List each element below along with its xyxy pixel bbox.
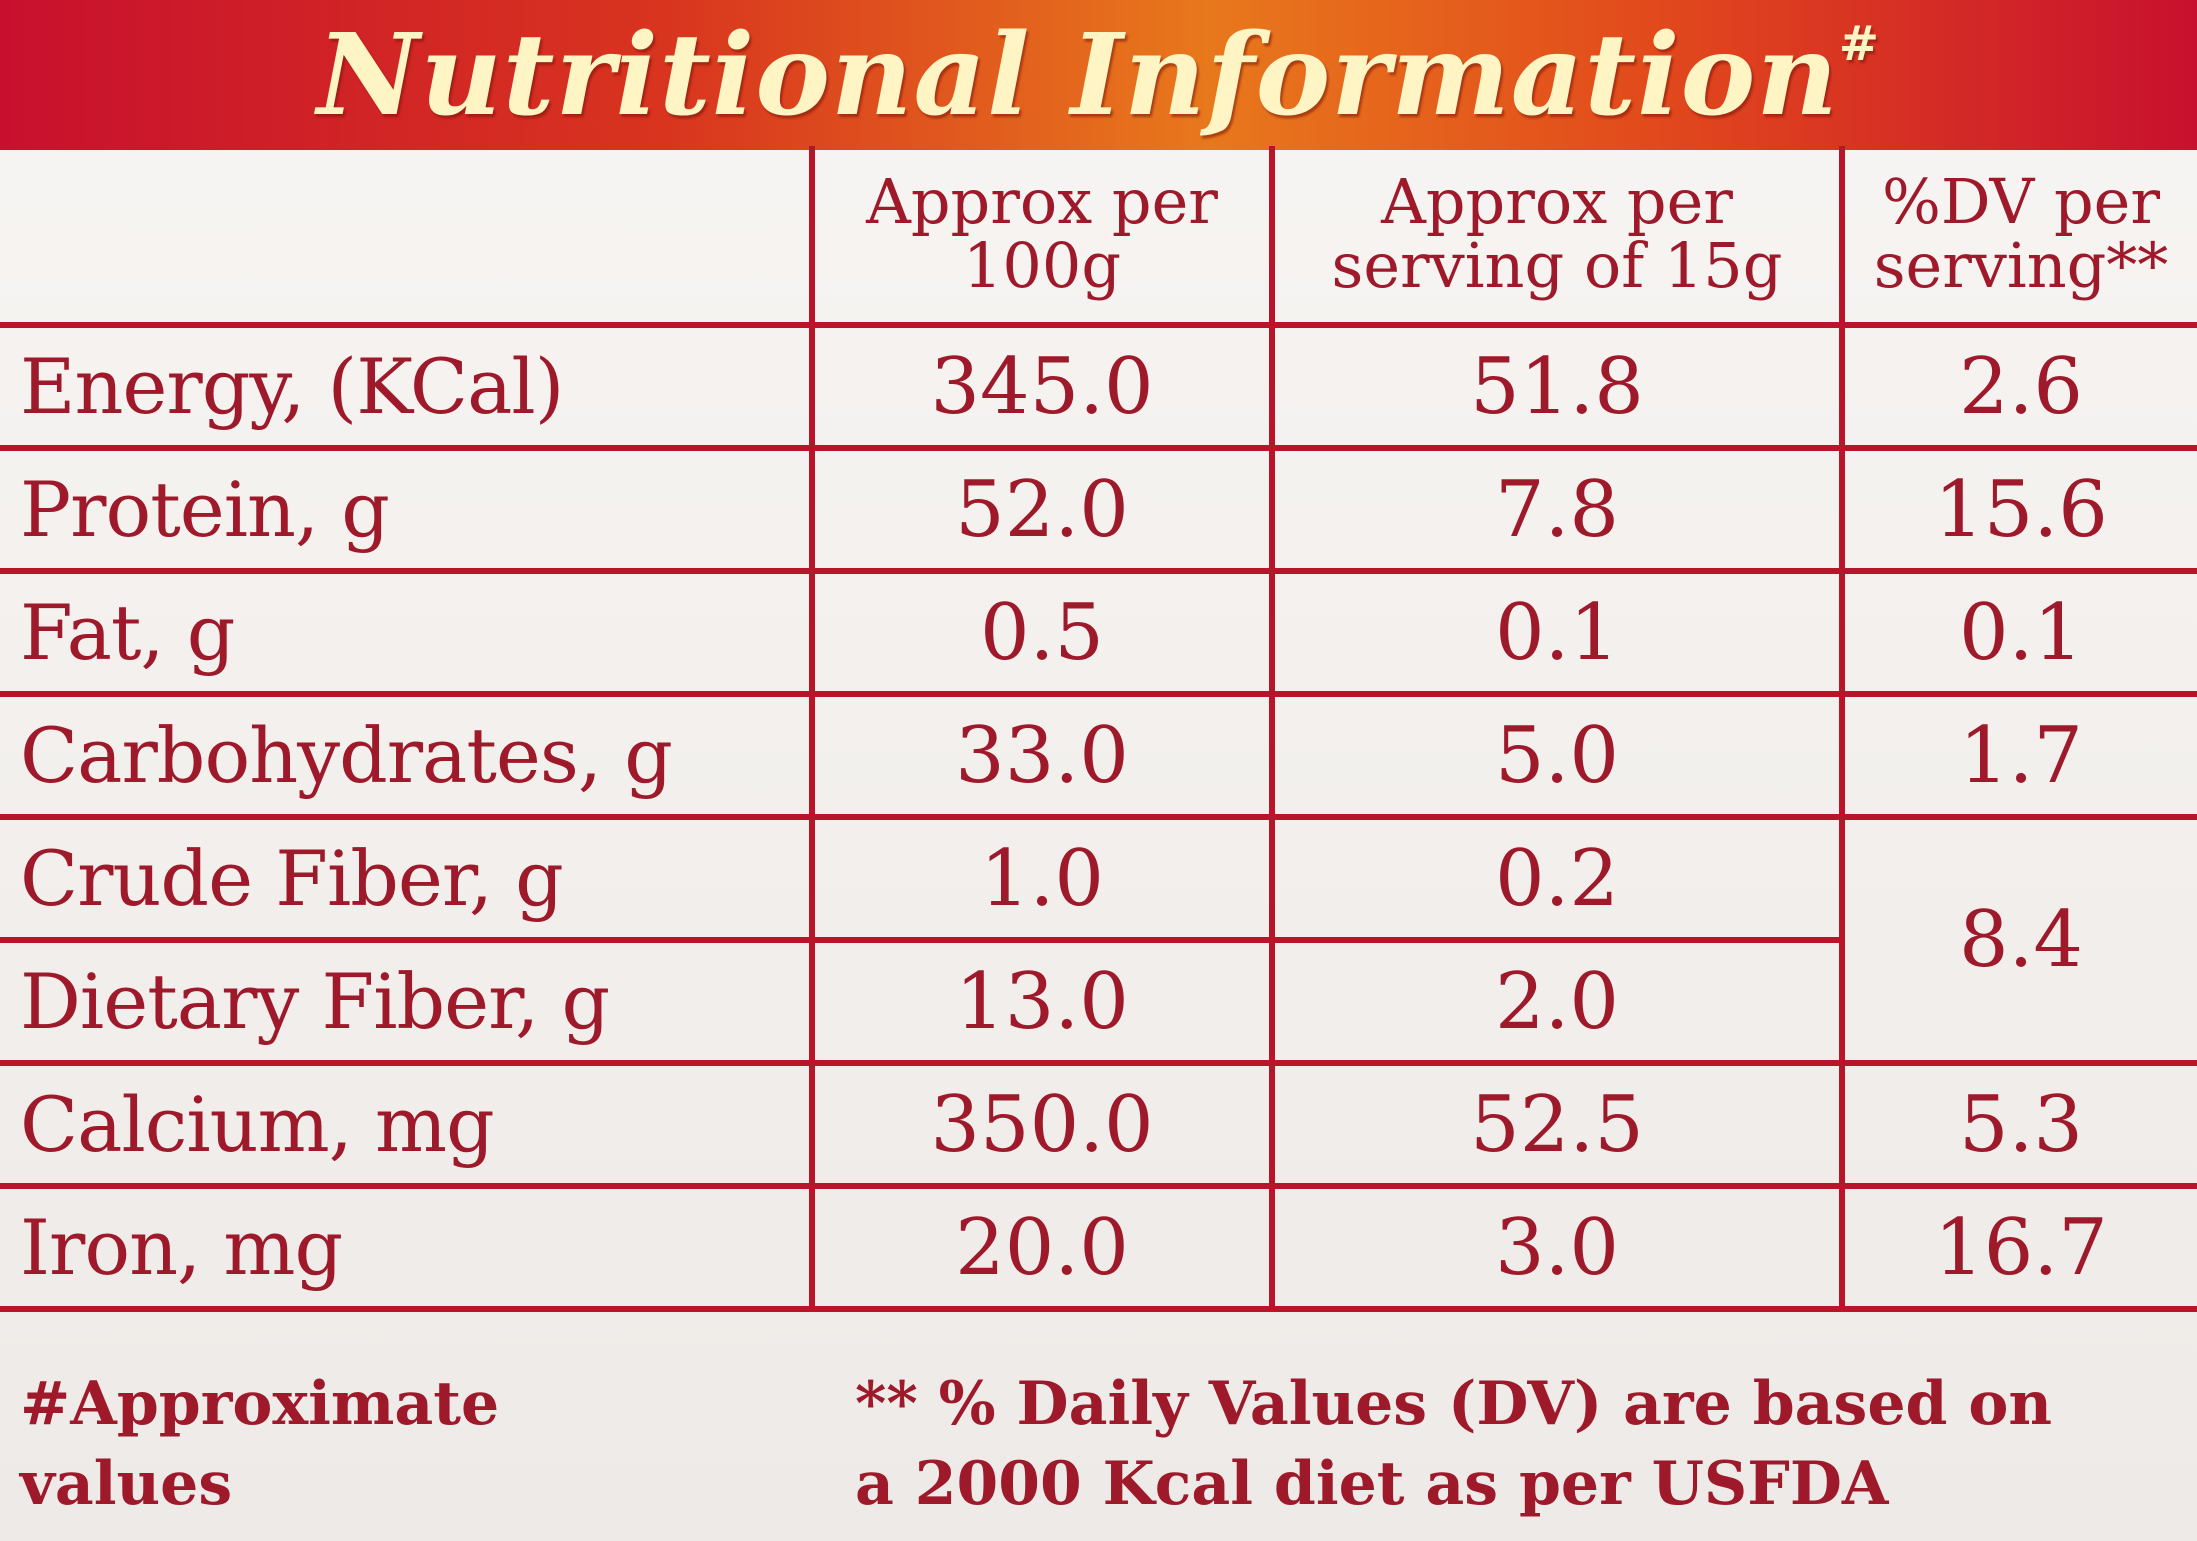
table-row: Energy, (KCal) 345.0 51.8 2.6: [0, 322, 2197, 451]
nutrient-name: Crude Fiber, g: [0, 814, 815, 943]
footnotes: #Approximate values ** % Daily Values (D…: [0, 1356, 2197, 1541]
table-row: Carbohydrates, g 33.0 5.0 1.7: [0, 691, 2197, 820]
nutrient-name: Iron, mg: [0, 1183, 815, 1312]
value-dv: 16.7: [1839, 1183, 2197, 1312]
value-dv: 5.3: [1839, 1060, 2197, 1189]
label-title: Nutritional Information#: [316, 9, 1881, 141]
value-per-100g: 0.5: [809, 568, 1275, 697]
table-row: Iron, mg 20.0 3.0 16.7: [0, 1183, 2197, 1312]
value-dv: 0.1: [1839, 568, 2197, 697]
value-dv: 1.7: [1839, 691, 2197, 820]
nutrient-name: Fat, g: [0, 568, 815, 697]
table-row: Protein, g 52.0 7.8 15.6: [0, 445, 2197, 574]
footnote-line: ** % Daily Values (DV) are based on: [855, 1369, 2052, 1439]
header-per-100g: Approx per 100g: [809, 146, 1275, 328]
value-per-100g: 1.0: [809, 814, 1275, 943]
value-per-serving: 52.5: [1269, 1060, 1845, 1189]
value-per-serving: 51.8: [1269, 322, 1845, 451]
value-per-serving: 7.8: [1269, 445, 1845, 574]
footnote-line: values: [20, 1449, 233, 1519]
table-header-row: Approx per 100g Approx per serving of 15…: [0, 146, 2197, 328]
value-per-100g: 13.0: [809, 937, 1275, 1066]
value-per-serving: 3.0: [1269, 1183, 1845, 1312]
nutrient-name: Protein, g: [0, 445, 815, 574]
table-row: Fat, g 0.5 0.1 0.1: [0, 568, 2197, 697]
footnote-approximate: #Approximate values: [20, 1364, 580, 1524]
nutrition-table: Approx per 100g Approx per serving of 15…: [0, 146, 2197, 1312]
title-mark: #: [1838, 15, 1881, 72]
footnote-line: #Approximate: [20, 1369, 500, 1439]
footnote-line: a 2000 Kcal diet as per USFDA: [855, 1449, 1889, 1519]
value-per-serving: 5.0: [1269, 691, 1845, 820]
value-per-serving: 2.0: [1269, 937, 1842, 1066]
nutrient-name: Energy, (KCal): [0, 322, 815, 451]
table-row: Crude Fiber, g 1.0 0.2 8.4: [0, 814, 2197, 1066]
title-banner: Nutritional Information#: [0, 0, 2197, 150]
value-dv: 2.6: [1839, 322, 2197, 451]
table-row: Calcium, mg 350.0 52.5 5.3: [0, 1060, 2197, 1189]
value-per-100g: 20.0: [809, 1183, 1275, 1312]
value-per-100g: 33.0: [809, 691, 1275, 820]
nutrient-name: Calcium, mg: [0, 1060, 815, 1189]
nutrient-name: Dietary Fiber, g: [0, 937, 815, 1066]
value-dv-fiber-combined: 8.4: [1839, 814, 2197, 1066]
value-per-100g: 345.0: [809, 322, 1275, 451]
value-per-100g: 52.0: [809, 445, 1275, 574]
footnote-daily-values: ** % Daily Values (DV) are based on a 20…: [855, 1364, 2175, 1524]
value-dv: 15.6: [1839, 445, 2197, 574]
table-row: Dietary Fiber, g 13.0 2.0: [0, 937, 2197, 1066]
value-per-100g: 350.0: [809, 1060, 1275, 1189]
value-per-serving: 0.1: [1269, 568, 1845, 697]
header-per-serving: Approx per serving of 15g: [1269, 146, 1845, 328]
value-per-serving: 0.2: [1269, 814, 1845, 943]
header-nutrient: [0, 146, 815, 328]
header-dv: %DV per serving**: [1839, 146, 2197, 328]
nutrient-name: Carbohydrates, g: [0, 691, 815, 820]
